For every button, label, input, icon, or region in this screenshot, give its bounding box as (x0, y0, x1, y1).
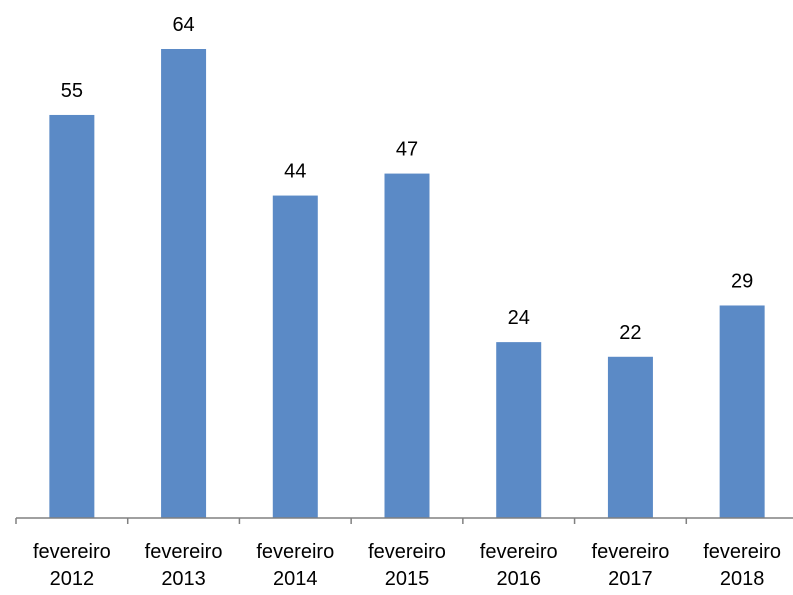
x-tick-label-2013: fevereiro 2013 (145, 541, 223, 590)
x-axis-ticks (15, 518, 688, 524)
data-label-2018: 29 (731, 270, 753, 292)
bar-2014 (272, 195, 318, 518)
data-label-2013: 64 (172, 14, 194, 36)
x-tick-label-2018: fevereiro 2018 (703, 541, 781, 590)
x-tick-label-2017: fevereiro 2017 (592, 541, 670, 590)
bar-2017 (607, 356, 653, 518)
data-label-2015: 47 (396, 139, 418, 161)
bars-group (49, 49, 765, 518)
x-axis-tick-labels: fevereiro 2012 fevereiro 2013 fevereiro 2014 f… (33, 541, 781, 590)
bar-2012 (49, 114, 95, 518)
bar-2015 (384, 173, 430, 518)
x-tick-label-2016: fevereiro 2016 (480, 541, 558, 590)
bar-2013 (161, 49, 207, 518)
bar-2018 (719, 305, 765, 518)
x-tick-label-2014: fevereiro 2014 (256, 541, 334, 590)
data-label-2012: 55 (61, 80, 83, 102)
x-tick-label-2015: fevereiro 2015 (368, 541, 446, 590)
x-tick-label-2012: fevereiro 2012 (33, 541, 111, 590)
data-label-2016: 24 (508, 307, 530, 329)
data-label-2017: 22 (619, 322, 641, 344)
data-label-2014: 44 (284, 161, 306, 183)
bar-2016 (496, 342, 542, 518)
data-labels-group: 55 64 44 47 24 22 29 (61, 14, 754, 344)
